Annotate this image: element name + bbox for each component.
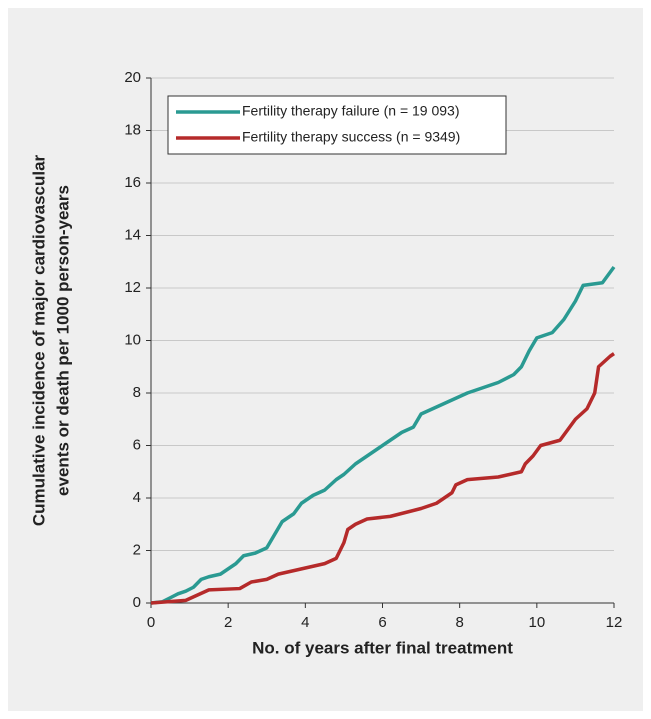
series-line [150,265,616,605]
y-tick-label: 16 [124,174,141,191]
x-tick-label: 4 [301,614,309,631]
y-tick-label: 6 [133,436,141,453]
y-tick-label: 12 [124,279,141,296]
y-tick-label: 10 [124,331,141,348]
y-axis-title: Cumulative incidence of major cardiovasc… [29,154,48,526]
y-tick-label: 8 [133,384,141,401]
y-tick-label: 2 [133,541,141,558]
y-axis-title: events or death per 1000 person-years [53,185,72,496]
y-tick-label: 0 [133,594,141,611]
x-tick-label: 10 [528,614,545,631]
y-tick-label: 20 [124,69,141,86]
legend-label: Fertility therapy success (n = 9349) [242,129,460,145]
y-tick-label: 14 [124,226,141,243]
x-tick-label: 6 [378,614,386,631]
x-tick-label: 12 [606,614,623,631]
x-tick-label: 2 [224,614,232,631]
series-line [150,352,615,605]
legend-box [167,95,507,155]
x-axis-title: No. of years after final treatment [252,638,513,657]
y-tick-label: 18 [124,121,141,138]
y-tick-label: 4 [133,489,141,506]
x-tick-label: 8 [455,614,463,631]
legend-label: Fertility therapy failure (n = 19 093) [242,103,460,119]
x-tick-label: 0 [147,614,155,631]
